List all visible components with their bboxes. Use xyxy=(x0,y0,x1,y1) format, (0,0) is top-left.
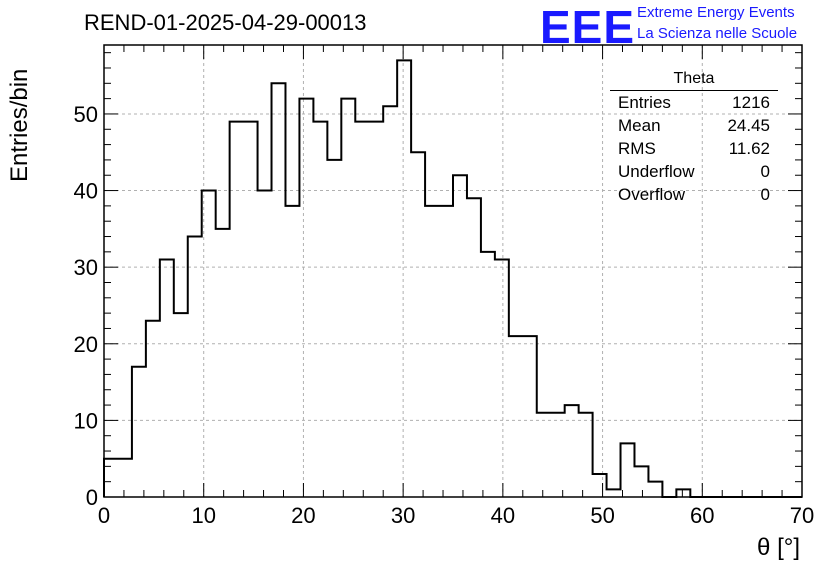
histogram-bin xyxy=(341,99,355,497)
histogram-bin xyxy=(230,122,244,497)
stat-value: 0 xyxy=(760,162,770,181)
y-tick-label: 20 xyxy=(74,332,98,357)
histogram-bin xyxy=(425,206,439,497)
y-tick-label: 50 xyxy=(74,102,98,127)
histogram-bin xyxy=(397,60,411,497)
histogram-bin xyxy=(565,405,579,497)
x-tick-label: 10 xyxy=(191,503,215,528)
histogram-bin xyxy=(355,122,369,497)
histogram-bin xyxy=(216,229,230,497)
histogram-bin xyxy=(634,466,648,497)
x-tick-label: 60 xyxy=(690,503,714,528)
histogram-bin xyxy=(258,191,272,497)
x-tick-label: 50 xyxy=(590,503,614,528)
histogram-bin xyxy=(593,474,607,497)
stats-box: Theta Entries 1216 Mean 24.45 RMS 11.62 … xyxy=(610,70,778,208)
x-tick-label: 40 xyxy=(491,503,515,528)
plot-frame xyxy=(103,44,803,498)
histogram-bin xyxy=(272,83,286,497)
histogram-bin xyxy=(551,413,565,497)
stat-value: 11.62 xyxy=(728,139,770,158)
y-tick-labels: 0 10 20 30 40 50 xyxy=(74,102,98,510)
stat-value: 24.45 xyxy=(727,116,770,135)
stats-title: Theta xyxy=(610,70,778,91)
histogram-bin xyxy=(467,198,481,497)
histogram-bin xyxy=(481,252,495,497)
histogram-bin xyxy=(439,206,453,497)
histogram-bin xyxy=(313,122,327,497)
histogram-bin xyxy=(607,489,621,497)
logo-line-1: Extreme Energy Events xyxy=(637,4,795,21)
y-tick-label: 10 xyxy=(74,408,98,433)
histogram-bin xyxy=(299,99,313,497)
histogram-bin xyxy=(104,459,118,497)
stat-label: RMS xyxy=(618,139,656,158)
x-tick-labels: 0 10 20 30 40 50 60 70 xyxy=(98,503,814,528)
stat-row-overflow: Overflow 0 xyxy=(610,185,778,208)
histogram-bin xyxy=(174,313,188,497)
x-axis-label: θ [°] xyxy=(757,534,800,561)
y-axis-label: Entries/bin xyxy=(6,68,33,182)
chart-title: REND-01-2025-04-29-00013 xyxy=(84,10,367,35)
histogram-bin xyxy=(579,413,593,497)
stat-row-entries: Entries 1216 xyxy=(610,93,778,116)
histogram-bin xyxy=(327,160,341,497)
histogram-bin xyxy=(285,206,299,497)
histogram-bin xyxy=(188,237,202,497)
histogram-bin xyxy=(160,260,174,497)
histogram-bin xyxy=(244,122,258,497)
histogram-bin xyxy=(648,482,662,497)
x-tick-label: 70 xyxy=(790,503,814,528)
histogram-bin xyxy=(523,336,537,497)
stat-label: Mean xyxy=(618,116,661,135)
histogram-bin xyxy=(509,336,523,497)
stat-value: 0 xyxy=(760,185,770,204)
x-tick-label: 20 xyxy=(291,503,315,528)
stat-row-underflow: Underflow 0 xyxy=(610,162,778,185)
histogram-bin xyxy=(453,175,467,497)
logo-line-2: La Scienza nelle Scuole xyxy=(637,25,798,42)
histogram-bin xyxy=(146,321,160,497)
histogram-outline xyxy=(103,59,802,498)
histogram-bin xyxy=(411,152,425,497)
histogram-bin xyxy=(132,367,146,497)
axis-ticks xyxy=(103,45,803,498)
stat-row-mean: Mean 24.45 xyxy=(610,116,778,139)
histogram-bin xyxy=(369,122,383,497)
histogram-bin xyxy=(537,413,551,497)
stat-label: Overflow xyxy=(618,185,686,204)
y-tick-label: 40 xyxy=(74,179,98,204)
histogram-bin xyxy=(118,459,132,497)
histogram-bin xyxy=(621,443,635,497)
x-tick-label: 30 xyxy=(391,503,415,528)
y-tick-label: 30 xyxy=(74,255,98,280)
histogram-bin xyxy=(495,260,509,497)
x-tick-label: 0 xyxy=(98,503,110,528)
histogram-bars xyxy=(103,59,802,498)
stat-label: Entries xyxy=(618,93,671,112)
histogram-bin xyxy=(676,489,690,497)
y-tick-label: 0 xyxy=(86,485,98,510)
histogram-bin xyxy=(383,106,397,497)
stat-value: 1216 xyxy=(732,93,770,112)
stat-row-rms: RMS 11.62 xyxy=(610,139,778,162)
eee-logo: EEE xyxy=(540,1,636,53)
stat-label: Underflow xyxy=(618,162,695,181)
